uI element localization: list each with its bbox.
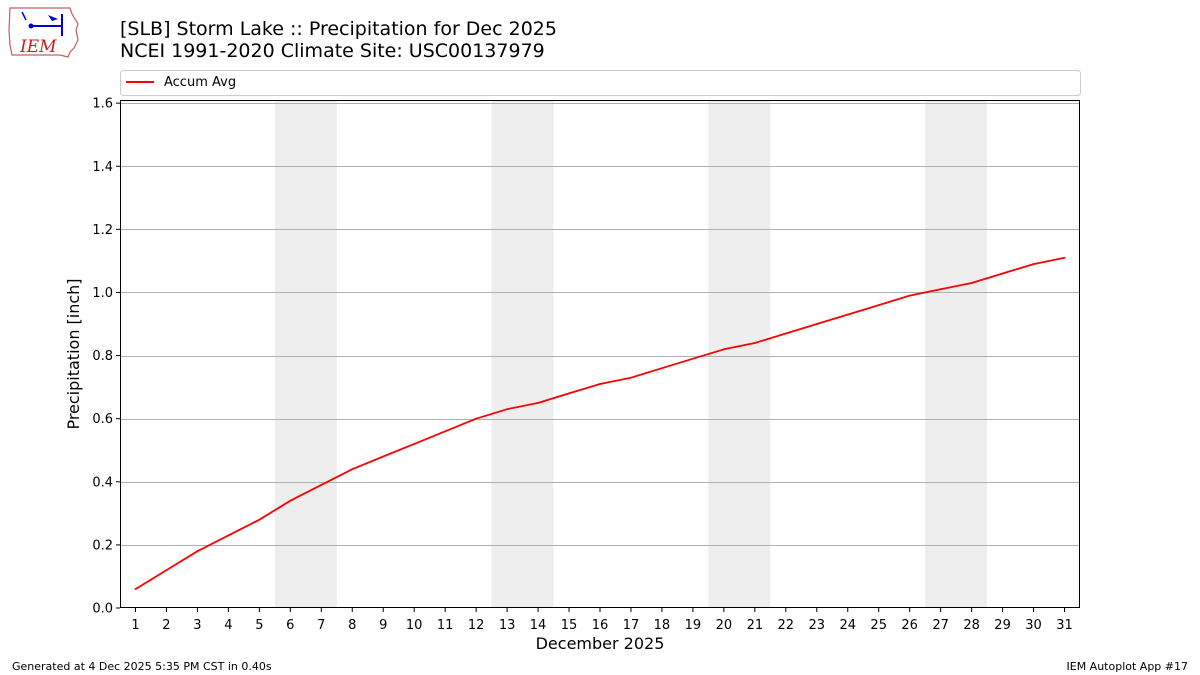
data-point-day-19 [692, 357, 694, 360]
x-tick-label: 18 [654, 618, 671, 633]
x-tick-label: 23 [809, 618, 826, 633]
data-point-day-20 [722, 348, 725, 351]
weekend-shade-2 [491, 100, 554, 608]
y-tick-label: 0.4 [92, 475, 113, 490]
y-tick-label: 1.4 [92, 160, 113, 175]
logo-text: IEM [19, 37, 57, 57]
data-point-day-30 [1032, 263, 1035, 265]
footer-app: IEM Autoplot App #17 [1067, 660, 1189, 673]
data-point-day-14 [537, 402, 539, 404]
data-point-day-22 [784, 332, 787, 335]
x-tick-label: 14 [530, 618, 547, 633]
chart-title: [SLB] Storm Lake :: Precipitation for De… [120, 18, 557, 40]
data-point-day-7 [320, 484, 323, 486]
x-tick-label: 27 [932, 618, 949, 633]
data-point-day-4 [227, 534, 230, 537]
x-tick-label: 13 [499, 618, 516, 633]
x-tick-label: 19 [685, 618, 702, 633]
x-tick-label: 10 [406, 618, 423, 633]
data-point-day-31 [1063, 256, 1066, 259]
x-tick-label: 5 [255, 618, 263, 633]
y-tick-label: 1.6 [92, 97, 113, 112]
x-tick-label: 17 [623, 618, 640, 633]
data-point-day-9 [382, 455, 385, 458]
legend-box [120, 70, 1081, 96]
data-point-day-29 [1001, 272, 1004, 275]
x-tick-label: 21 [747, 618, 764, 633]
x-tick-label: 20 [716, 618, 733, 633]
data-point-day-10 [413, 443, 416, 445]
x-tick-label: 30 [1025, 618, 1042, 633]
plot-frame [120, 100, 1080, 608]
weekend-shade-4 [925, 100, 988, 608]
x-tick-label: 1 [131, 618, 139, 633]
data-point-day-3 [196, 550, 199, 553]
plot-area: 0.00.20.40.60.81.01.21.41.61 2 3 4 5 6 7 8 9 10 11… [92, 97, 1080, 633]
x-tick-label: 22 [778, 618, 795, 633]
x-tick-label: 9 [379, 618, 387, 633]
y-tick-label: 0.0 [92, 602, 113, 617]
data-point-day-1 [134, 588, 137, 590]
x-tick-label: 7 [317, 618, 325, 633]
data-point-day-11 [444, 430, 447, 433]
weekend-shade-3 [708, 100, 771, 608]
data-point-day-15 [568, 392, 570, 395]
y-tick-label: 1.0 [92, 286, 113, 301]
x-tick-label: 28 [963, 618, 980, 633]
data-point-day-2 [165, 569, 168, 572]
y-tick-label: 0.6 [92, 412, 113, 427]
y-tick-label: 0.8 [92, 349, 113, 364]
x-tick-label: 3 [193, 618, 201, 633]
chart-subtitle: NCEI 1991-2020 Climate Site: USC00137979 [120, 40, 545, 62]
x-axis-label: December 2025 [536, 634, 665, 653]
x-tick-label: 16 [592, 618, 609, 633]
data-point-day-12 [475, 417, 478, 420]
x-tick-label: 31 [1056, 618, 1073, 633]
data-point-day-23 [815, 323, 818, 325]
x-tick-label: 2 [162, 618, 170, 633]
legend: Accum Avg [120, 70, 1081, 96]
x-tick-label: 25 [870, 618, 887, 633]
data-point-day-6 [289, 499, 292, 502]
x-tick-label: 4 [224, 618, 232, 633]
x-tick-label: 26 [901, 618, 918, 633]
legend-label-accum-avg: Accum Avg [164, 75, 236, 90]
y-axis-label: Precipitation [inch] [64, 278, 83, 429]
data-point-day-21 [753, 342, 756, 344]
x-tick-label: 24 [839, 618, 856, 633]
data-point-day-24 [846, 313, 849, 316]
iowa-outline-icon [8, 7, 79, 58]
x-tick-label: 15 [561, 618, 578, 633]
y-tick-label: 1.2 [92, 223, 113, 238]
data-point-day-26 [908, 294, 911, 297]
data-point-day-18 [661, 367, 663, 370]
data-point-day-27 [939, 288, 942, 291]
y-tick-label: 0.2 [92, 538, 113, 553]
data-point-day-28 [970, 282, 973, 284]
x-tick-label: 6 [286, 618, 294, 633]
data-point-day-5 [258, 518, 261, 521]
weekend-shade-1 [274, 100, 337, 608]
iem-logo: IEM [8, 7, 79, 58]
data-point-day-17 [630, 376, 632, 379]
x-tick-label: 29 [994, 618, 1011, 633]
footer-generated: Generated at 4 Dec 2025 5:35 PM CST in 0… [12, 660, 272, 673]
x-tick-label: 11 [437, 618, 454, 633]
x-tick-label: 12 [468, 618, 485, 633]
data-point-day-13 [506, 408, 508, 411]
data-point-day-16 [599, 383, 601, 385]
data-point-day-25 [877, 304, 880, 306]
data-point-day-8 [351, 468, 354, 471]
x-tick-label: 8 [348, 618, 356, 633]
